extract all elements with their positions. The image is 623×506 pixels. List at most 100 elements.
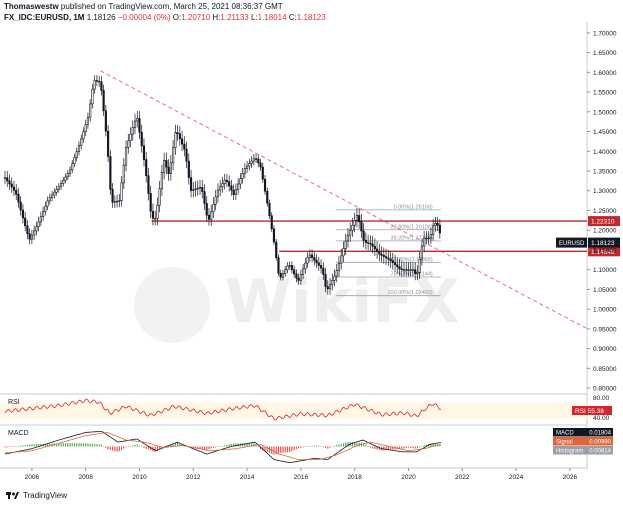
y-tick-label: 1.20000: [593, 228, 617, 235]
macd-histogram-bar: [311, 445, 313, 447]
macd-histogram-bar: [363, 443, 365, 447]
candle-body: [407, 269, 410, 271]
candle-body: [219, 186, 222, 191]
macd-histogram-bar: [302, 446, 304, 448]
macd-histogram-bar: [179, 444, 181, 447]
macd-histogram-bar: [123, 446, 125, 449]
candle-body: [24, 217, 27, 227]
y-tick-label: 1.00000: [593, 307, 617, 314]
macd-histogram-bar: [416, 446, 419, 449]
candle-body: [115, 200, 119, 203]
candle-body: [261, 166, 264, 180]
candle-body: [266, 190, 269, 204]
macd-histogram-bar: [192, 446, 194, 448]
macd-histogram-bar: [318, 445, 320, 447]
macd-histogram-bar: [419, 446, 421, 448]
candle-body: [127, 140, 130, 148]
macd-histogram-bar: [215, 446, 217, 448]
macd-histogram-bar: [78, 443, 80, 447]
macd-histogram-bar: [307, 446, 309, 447]
candle-body: [335, 270, 338, 277]
candle-body: [172, 147, 175, 164]
author[interactable]: Thomaswestw: [4, 2, 59, 11]
candle-body: [10, 183, 13, 188]
macd-histogram-bar: [374, 446, 376, 449]
candle-body: [230, 185, 233, 191]
candle-body: [387, 257, 390, 260]
candle-body: [353, 220, 356, 226]
macd-histogram-bar: [262, 446, 264, 451]
candle-body: [326, 286, 329, 290]
candle-body: [131, 127, 134, 135]
macd-histogram-bar: [282, 446, 284, 453]
macd-histogram-bar: [228, 444, 230, 447]
macd-histogram-bar: [132, 445, 134, 447]
tradingview-brand: TradingView: [23, 491, 68, 500]
y-tick-label: 1.05000: [593, 287, 617, 294]
candle-body: [113, 201, 116, 203]
x-tick-label: 2016: [294, 474, 309, 481]
macd-histogram-bar: [13, 446, 15, 447]
y-tick-label: 1.30000: [593, 188, 617, 195]
macd-histogram-bar: [333, 445, 336, 447]
candle-body: [389, 258, 392, 261]
candle-body: [315, 259, 318, 264]
macd-histogram-bar: [143, 446, 145, 448]
candle-body: [109, 156, 112, 190]
macd-histogram-bar: [49, 443, 51, 447]
macd-histogram-bar: [8, 446, 11, 448]
candle-body: [272, 228, 276, 243]
symbol-label[interactable]: FX_IDC:EURUSD, 1M: [4, 13, 85, 22]
macd-histogram-bar: [275, 446, 277, 454]
tradingview-logo[interactable]: TradingView: [6, 491, 67, 500]
candle-body: [15, 189, 18, 195]
candle-body: [416, 271, 419, 274]
macd-histogram-bar: [24, 445, 26, 447]
candle-body: [80, 138, 83, 146]
candle-body: [198, 186, 202, 189]
candle-body: [165, 160, 168, 168]
fib-level-label: 61.80%(1.11865): [391, 257, 433, 263]
macd-histogram-bar: [22, 445, 24, 447]
candle-body: [333, 275, 336, 281]
macd-histogram-bar: [226, 444, 228, 447]
fib-level-label: 100.00%(1.03403): [387, 290, 432, 296]
macd-histogram-bar: [55, 443, 58, 447]
candle-body: [163, 160, 166, 173]
macd-histogram-bar: [289, 446, 291, 453]
candle-body: [133, 120, 137, 128]
candle-body: [245, 165, 249, 169]
macd-histogram-bar: [208, 446, 210, 450]
candle-body: [373, 245, 376, 250]
candle-body: [414, 269, 417, 274]
candle-body: [225, 179, 228, 182]
candle-body: [194, 188, 197, 191]
macd-title: MACD: [8, 430, 29, 437]
candle-body: [308, 254, 311, 258]
macd-histogram-bar: [414, 446, 416, 449]
candle-body: [295, 273, 298, 279]
candle-body: [344, 240, 347, 249]
macd-histogram-bar: [163, 446, 165, 447]
candle-body: [342, 248, 345, 257]
macd-histogram-bar: [369, 446, 371, 448]
signal-value-tag: [553, 437, 613, 446]
macd-histogram-bar: [67, 443, 69, 447]
candle-body: [324, 274, 327, 287]
macd-histogram-bar: [387, 446, 389, 450]
candle-body: [82, 131, 85, 140]
candle-body: [210, 211, 213, 220]
candle-body: [185, 148, 188, 162]
candle-body: [418, 258, 421, 273]
candle-body: [48, 197, 51, 202]
candle-body: [221, 183, 224, 188]
macd-histogram-bar: [154, 446, 156, 452]
macd-histogram-bar: [407, 446, 410, 448]
macd-histogram-bar: [351, 442, 354, 447]
macd-histogram-bar: [210, 446, 212, 449]
macd-histogram-bar: [82, 443, 85, 447]
macd-histogram-bar: [313, 445, 315, 447]
resistance-price-tag: [588, 246, 620, 257]
macd-histogram-bar: [91, 443, 94, 447]
